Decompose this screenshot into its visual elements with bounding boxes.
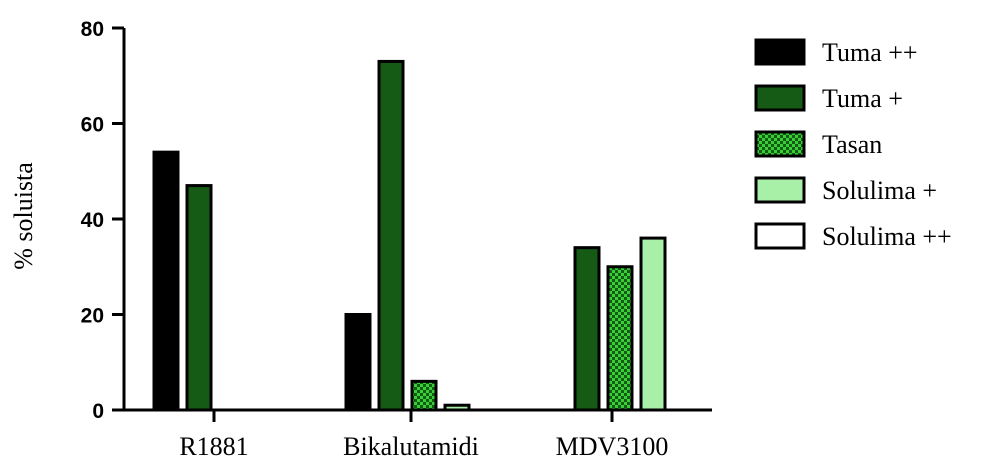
bar-mdv3100-tasan [606, 265, 634, 412]
x-tick-label-bikalutamidi: Bikalutamidi [343, 432, 479, 461]
bar-mdv3100-solulima [639, 236, 667, 412]
legend-swatch-tuma [754, 84, 806, 112]
legend-swatch-solulima [754, 176, 806, 204]
legend-label-solulima: Solulima + [822, 176, 937, 205]
bar-r1881-tuma [185, 184, 213, 412]
plot-area [152, 59, 667, 412]
legend-swatch-tasan [754, 130, 806, 158]
bar-r1881-tuma [152, 150, 180, 412]
bar-bikalutamidi-tasan [410, 379, 438, 412]
y-axis: 0 20 40 60 80 [81, 18, 126, 423]
bar-bikalutamidi-tuma [377, 59, 405, 412]
x-axis: R1881 Bikalutamidi MDV3100 [124, 408, 712, 461]
legend-swatch-solulima [754, 222, 806, 250]
y-tick-label: 40 [81, 209, 104, 232]
legend-swatch-tuma [754, 38, 806, 66]
legend-label-tuma: Tuma + [822, 84, 903, 113]
legend-label-solulima: Solulima ++ [822, 222, 952, 251]
y-tick-label: 80 [81, 18, 104, 41]
x-tick-label-r1881: R1881 [179, 432, 248, 461]
y-axis-label: % soluista [9, 162, 38, 270]
x-tick-label-mdv3100: MDV3100 [556, 432, 669, 461]
y-tick-label: 60 [81, 114, 104, 137]
bar-mdv3100-tuma [573, 246, 601, 412]
legend-label-tasan: Tasan [822, 130, 882, 159]
y-tick-label: 20 [81, 305, 104, 328]
legend-label-tuma: Tuma ++ [822, 38, 918, 67]
legend: Tuma ++ Tuma + Tasan Solulima + Solulima ++ [754, 38, 952, 251]
bar-bikalutamidi-tuma [344, 313, 372, 412]
y-tick-label: 0 [92, 400, 104, 423]
